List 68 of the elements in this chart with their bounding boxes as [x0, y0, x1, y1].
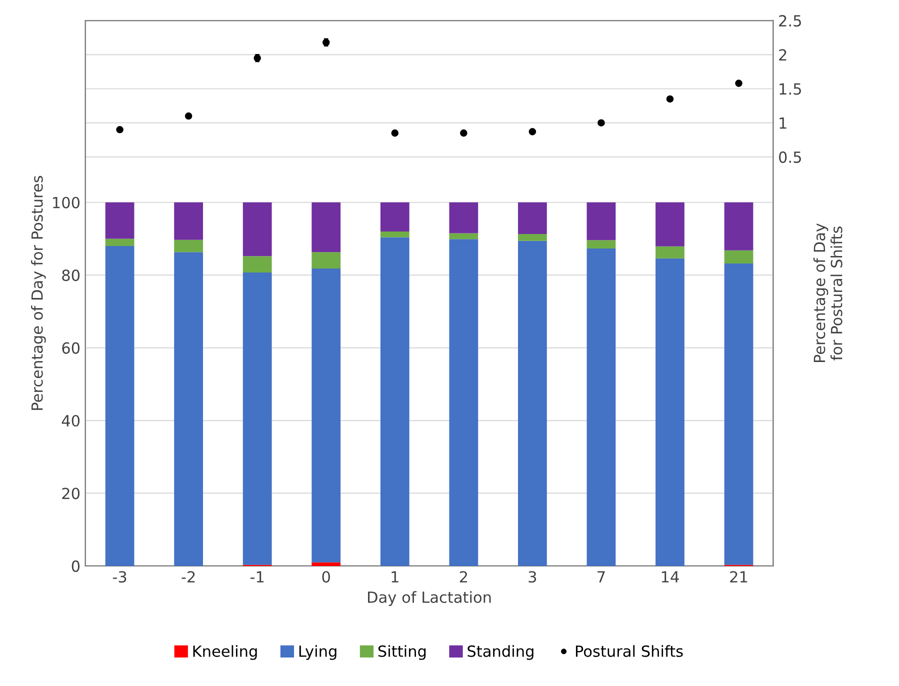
point — [184, 112, 192, 120]
bar — [449, 233, 478, 240]
bar — [518, 202, 547, 234]
x-tick-label: 0 — [322, 571, 330, 583]
x-axis-title: Day of Lactation — [368, 591, 491, 606]
x-tick-label: 1 — [392, 571, 398, 582]
x-tick-label: 2 — [460, 571, 467, 582]
bar — [380, 231, 410, 238]
legend-label: Kneeling — [193, 645, 257, 660]
bar — [174, 240, 204, 252]
point — [598, 119, 605, 126]
x-tick-label: 14 — [662, 571, 679, 582]
legend-label: Standing — [468, 645, 534, 660]
bar — [586, 240, 616, 249]
bar — [656, 202, 684, 246]
bar — [105, 238, 134, 246]
y-axis-title: Percentage of Day for Postures — [31, 176, 46, 410]
bar — [312, 268, 341, 562]
y2-tick-label: 1.5 — [780, 83, 801, 95]
x-tick-label: -1 — [250, 571, 264, 582]
legend-label: Postural Shifts — [576, 645, 683, 657]
bar — [380, 202, 410, 232]
bar — [656, 246, 684, 258]
y-tick-label: 20 — [62, 488, 80, 500]
bar — [312, 202, 341, 252]
point — [460, 129, 468, 137]
x-tick-label: -2 — [182, 571, 195, 582]
x-tick-label: 21 — [730, 571, 748, 582]
bar — [380, 237, 410, 566]
bar — [449, 239, 478, 566]
bar — [174, 252, 204, 566]
bar — [312, 562, 341, 566]
bar — [312, 252, 341, 269]
y2-tick-label: 2 — [779, 49, 786, 60]
bar — [105, 202, 134, 239]
y-tick-label: 0 — [72, 560, 80, 572]
y2-tick-label: 2.5 — [779, 15, 801, 27]
y2-axis-title: Percentage of Day for Postural Shifts — [813, 223, 842, 362]
y-tick-label: 80 — [62, 270, 80, 282]
x-tick-label: -3 — [112, 571, 126, 583]
bar — [242, 202, 272, 256]
y2-tick-label: 1 — [780, 118, 786, 129]
bar — [586, 248, 616, 566]
y2-tick-label: 0.5 — [779, 151, 801, 163]
bar — [724, 263, 754, 565]
bar — [586, 202, 616, 240]
bar — [449, 202, 478, 234]
point — [391, 129, 399, 137]
x-tick-label: 3 — [528, 571, 536, 583]
bar — [242, 256, 272, 273]
bar — [174, 202, 204, 240]
bar — [724, 202, 754, 250]
bar — [105, 246, 134, 566]
bar — [242, 272, 272, 565]
point — [116, 126, 124, 134]
bar — [656, 258, 684, 566]
bar — [518, 234, 547, 241]
point — [528, 128, 536, 136]
legend-label: Sitting — [378, 645, 426, 660]
point — [666, 95, 674, 103]
y-tick-label: 60 — [62, 342, 80, 354]
y-tick-label: 100 — [53, 196, 80, 208]
legend-label: Lying — [299, 645, 336, 660]
bar — [724, 250, 754, 264]
x-tick-label: 7 — [598, 571, 605, 582]
y-tick-label: 40 — [62, 414, 80, 427]
point — [735, 80, 742, 87]
bar — [518, 240, 547, 566]
